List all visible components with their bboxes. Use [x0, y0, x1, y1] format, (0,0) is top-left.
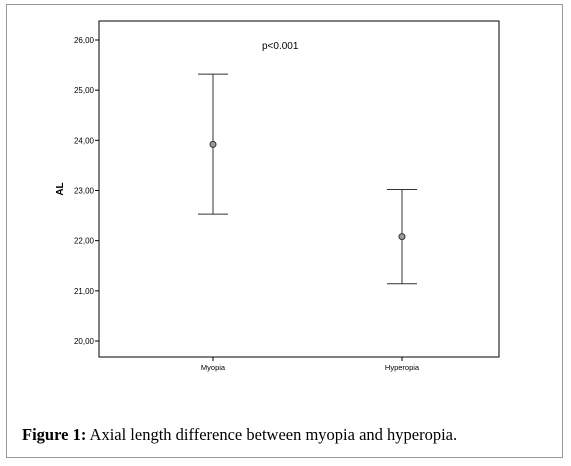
- figure-caption-text: Axial length difference between myopia a…: [86, 425, 458, 444]
- y-tick-label: 23,00: [74, 187, 95, 196]
- y-tick-label: 26,00: [74, 36, 95, 45]
- y-tick-label: 22,00: [74, 237, 95, 246]
- plot-border: [98, 20, 500, 358]
- y-tick-label: 25,00: [74, 86, 95, 95]
- figure-caption: Figure 1: Axial length difference betwee…: [22, 425, 457, 445]
- chart-marks: [198, 73, 417, 285]
- mean-point: [209, 140, 217, 148]
- y-tick-label: 20,00: [74, 337, 95, 346]
- error-bar-chart: 20,00 21,00 22,00 23,00 24,00 25,00 26,00 Myop…: [55, 20, 500, 372]
- mean-point: [398, 233, 406, 241]
- y-axis-ticks: 20,00 21,00 22,00 23,00 24,00 25,00 26,00: [74, 36, 99, 346]
- figure-caption-label: Figure 1:: [22, 425, 87, 444]
- y-tick-label: 24,00: [74, 136, 95, 145]
- y-axis-label: AL: [55, 182, 66, 195]
- y-tick-label: 21,00: [74, 287, 95, 296]
- p-value-annotation: p<0.001: [262, 41, 299, 52]
- x-tick-label: Myopia: [201, 363, 226, 372]
- x-axis-ticks: Myopia Hyperopia: [201, 357, 420, 372]
- x-tick-label: Hyperopia: [385, 363, 420, 372]
- plot-area: [98, 20, 500, 358]
